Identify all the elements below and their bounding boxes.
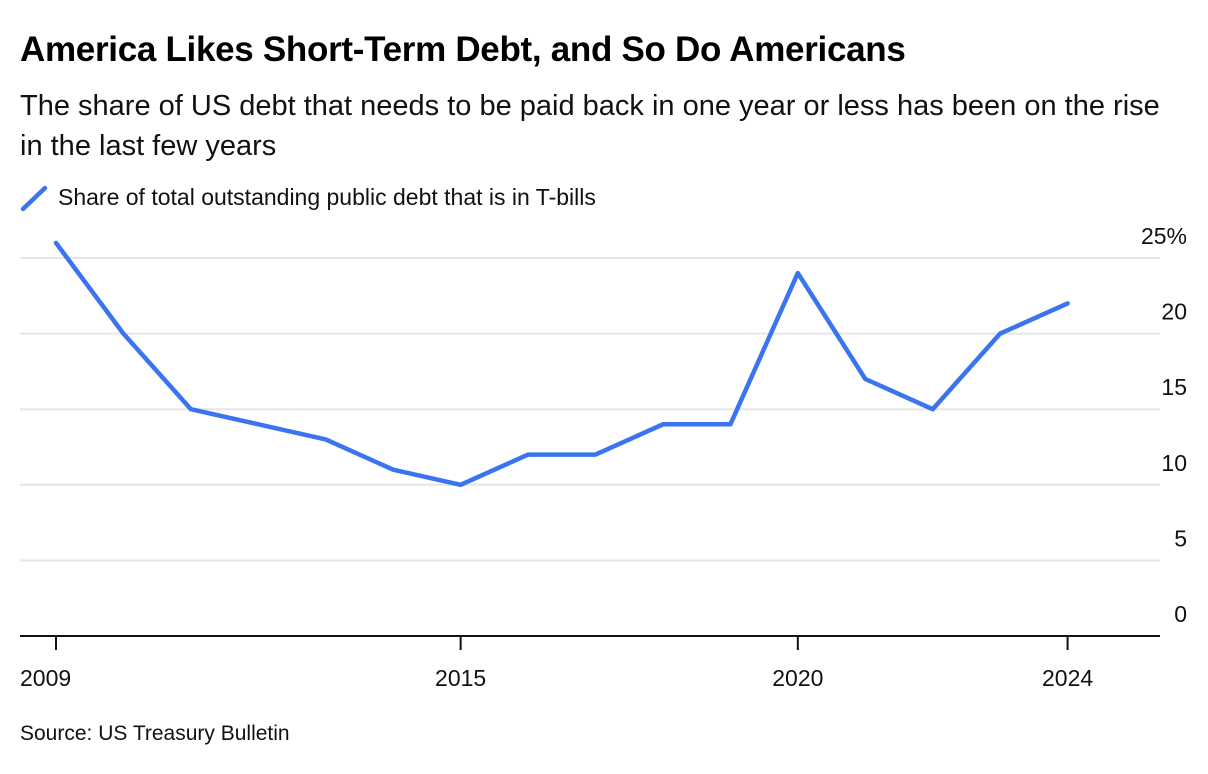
legend: Share of total outstanding public debt t… [20,180,596,214]
legend-label: Share of total outstanding public debt t… [58,183,596,210]
y-tick-label-20: 20 [1161,299,1187,325]
y-tick-label-25: 25% [1141,223,1187,249]
y-tick-label-5: 5 [1174,525,1187,551]
x-tick-label-2024: 2024 [1042,665,1093,691]
x-tick-label-2015: 2015 [435,665,486,691]
chart-subtitle: The share of US debt that needs to be pa… [20,90,1160,162]
y-tick-label-15: 15 [1161,374,1187,400]
y-tick-label-0: 0 [1174,601,1187,627]
x-tick-label-2020: 2020 [772,665,823,691]
source-note: Source: US Treasury Bulletin [20,722,290,745]
y-tick-label-10: 10 [1161,450,1187,476]
chart-title: America Likes Short-Term Debt, and So Do… [20,30,906,69]
series-line-0 [53,240,1070,488]
x-tick-label-2009: 2009 [20,665,71,691]
legend-swatch-icon [20,185,48,212]
